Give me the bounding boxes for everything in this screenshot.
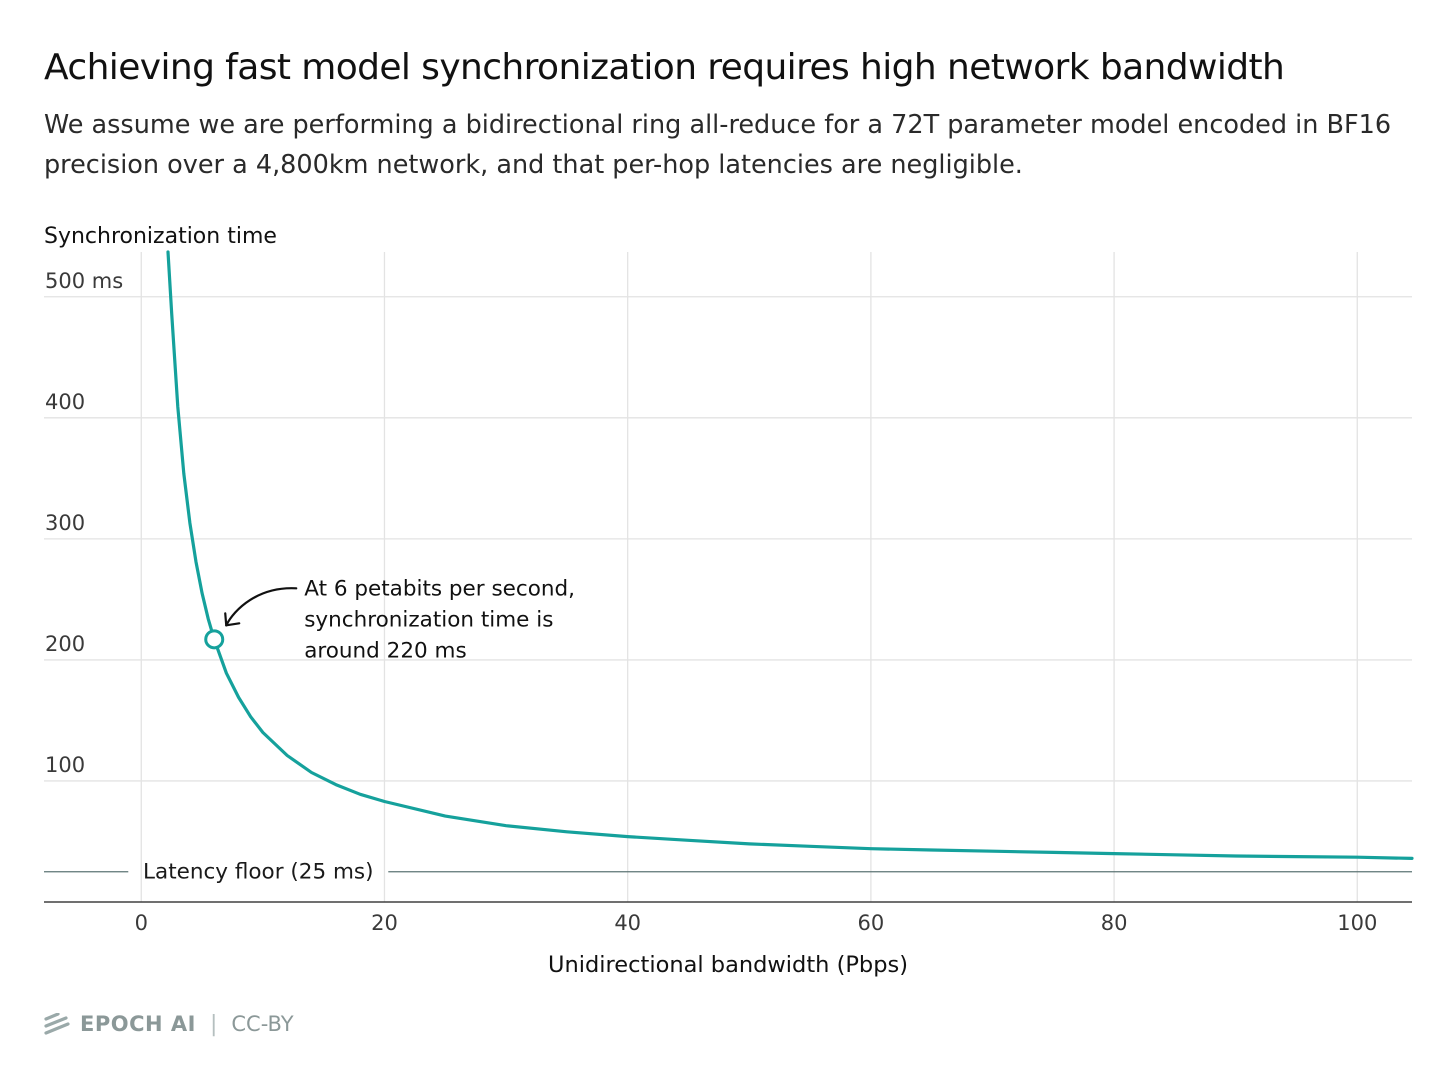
latency-floor-label: Latency floor (25 ms) <box>143 860 373 885</box>
y-axis: Synchronization time <box>44 224 277 249</box>
brand-name: EPOCH AI <box>80 1012 196 1036</box>
x-tick-label: 40 <box>614 911 641 935</box>
chart-title: Achieving fast model synchronization req… <box>44 47 1285 88</box>
y-tick-label: 300 <box>45 511 85 535</box>
tick-labels: 0 20 40 60 80 100 100 200 300 400 500 ms <box>45 269 1377 935</box>
x-tick-label: 20 <box>371 911 398 935</box>
x-tick-label: 0 <box>135 911 148 935</box>
y-tick-label: 200 <box>45 632 85 656</box>
series-line-synchronization-time <box>166 250 1414 860</box>
highlight-point <box>204 629 225 650</box>
y-tick-label: 100 <box>45 753 85 777</box>
annotation-line-3: around 220 ms <box>304 638 466 663</box>
gridlines <box>44 252 1412 902</box>
epoch-logo-icon <box>44 1013 70 1035</box>
annotation-line-2: synchronization time is <box>304 607 553 632</box>
x-axis: Unidirectional bandwidth (Pbps) <box>44 901 1412 978</box>
y-tick-label: 500 ms <box>45 269 123 293</box>
footer-separator: | <box>209 1011 218 1037</box>
reference-layer: Latency floor (25 ms) <box>44 860 1412 885</box>
chart-subtitle: We assume we are performing a bidirectio… <box>44 110 1392 180</box>
annotation-arrow <box>225 587 298 627</box>
x-axis-label: Unidirectional bandwidth (Pbps) <box>548 952 908 978</box>
annotation: At 6 petabits per second, synchronizatio… <box>204 576 582 663</box>
x-tick-label: 100 <box>1337 911 1377 935</box>
y-axis-label: Synchronization time <box>44 224 277 249</box>
series-layer <box>166 250 1414 860</box>
x-tick-label: 80 <box>1101 911 1128 935</box>
annotation-line-1: At 6 petabits per second, <box>304 576 575 601</box>
annotation-arrowhead <box>224 612 241 627</box>
license-label: CC-BY <box>231 1012 294 1036</box>
y-tick-label: 400 <box>45 390 85 414</box>
x-tick-label: 60 <box>858 911 885 935</box>
annotation-text: At 6 petabits per second, synchronizatio… <box>304 576 582 663</box>
footer: EPOCH AI | CC-BY <box>44 1008 294 1040</box>
